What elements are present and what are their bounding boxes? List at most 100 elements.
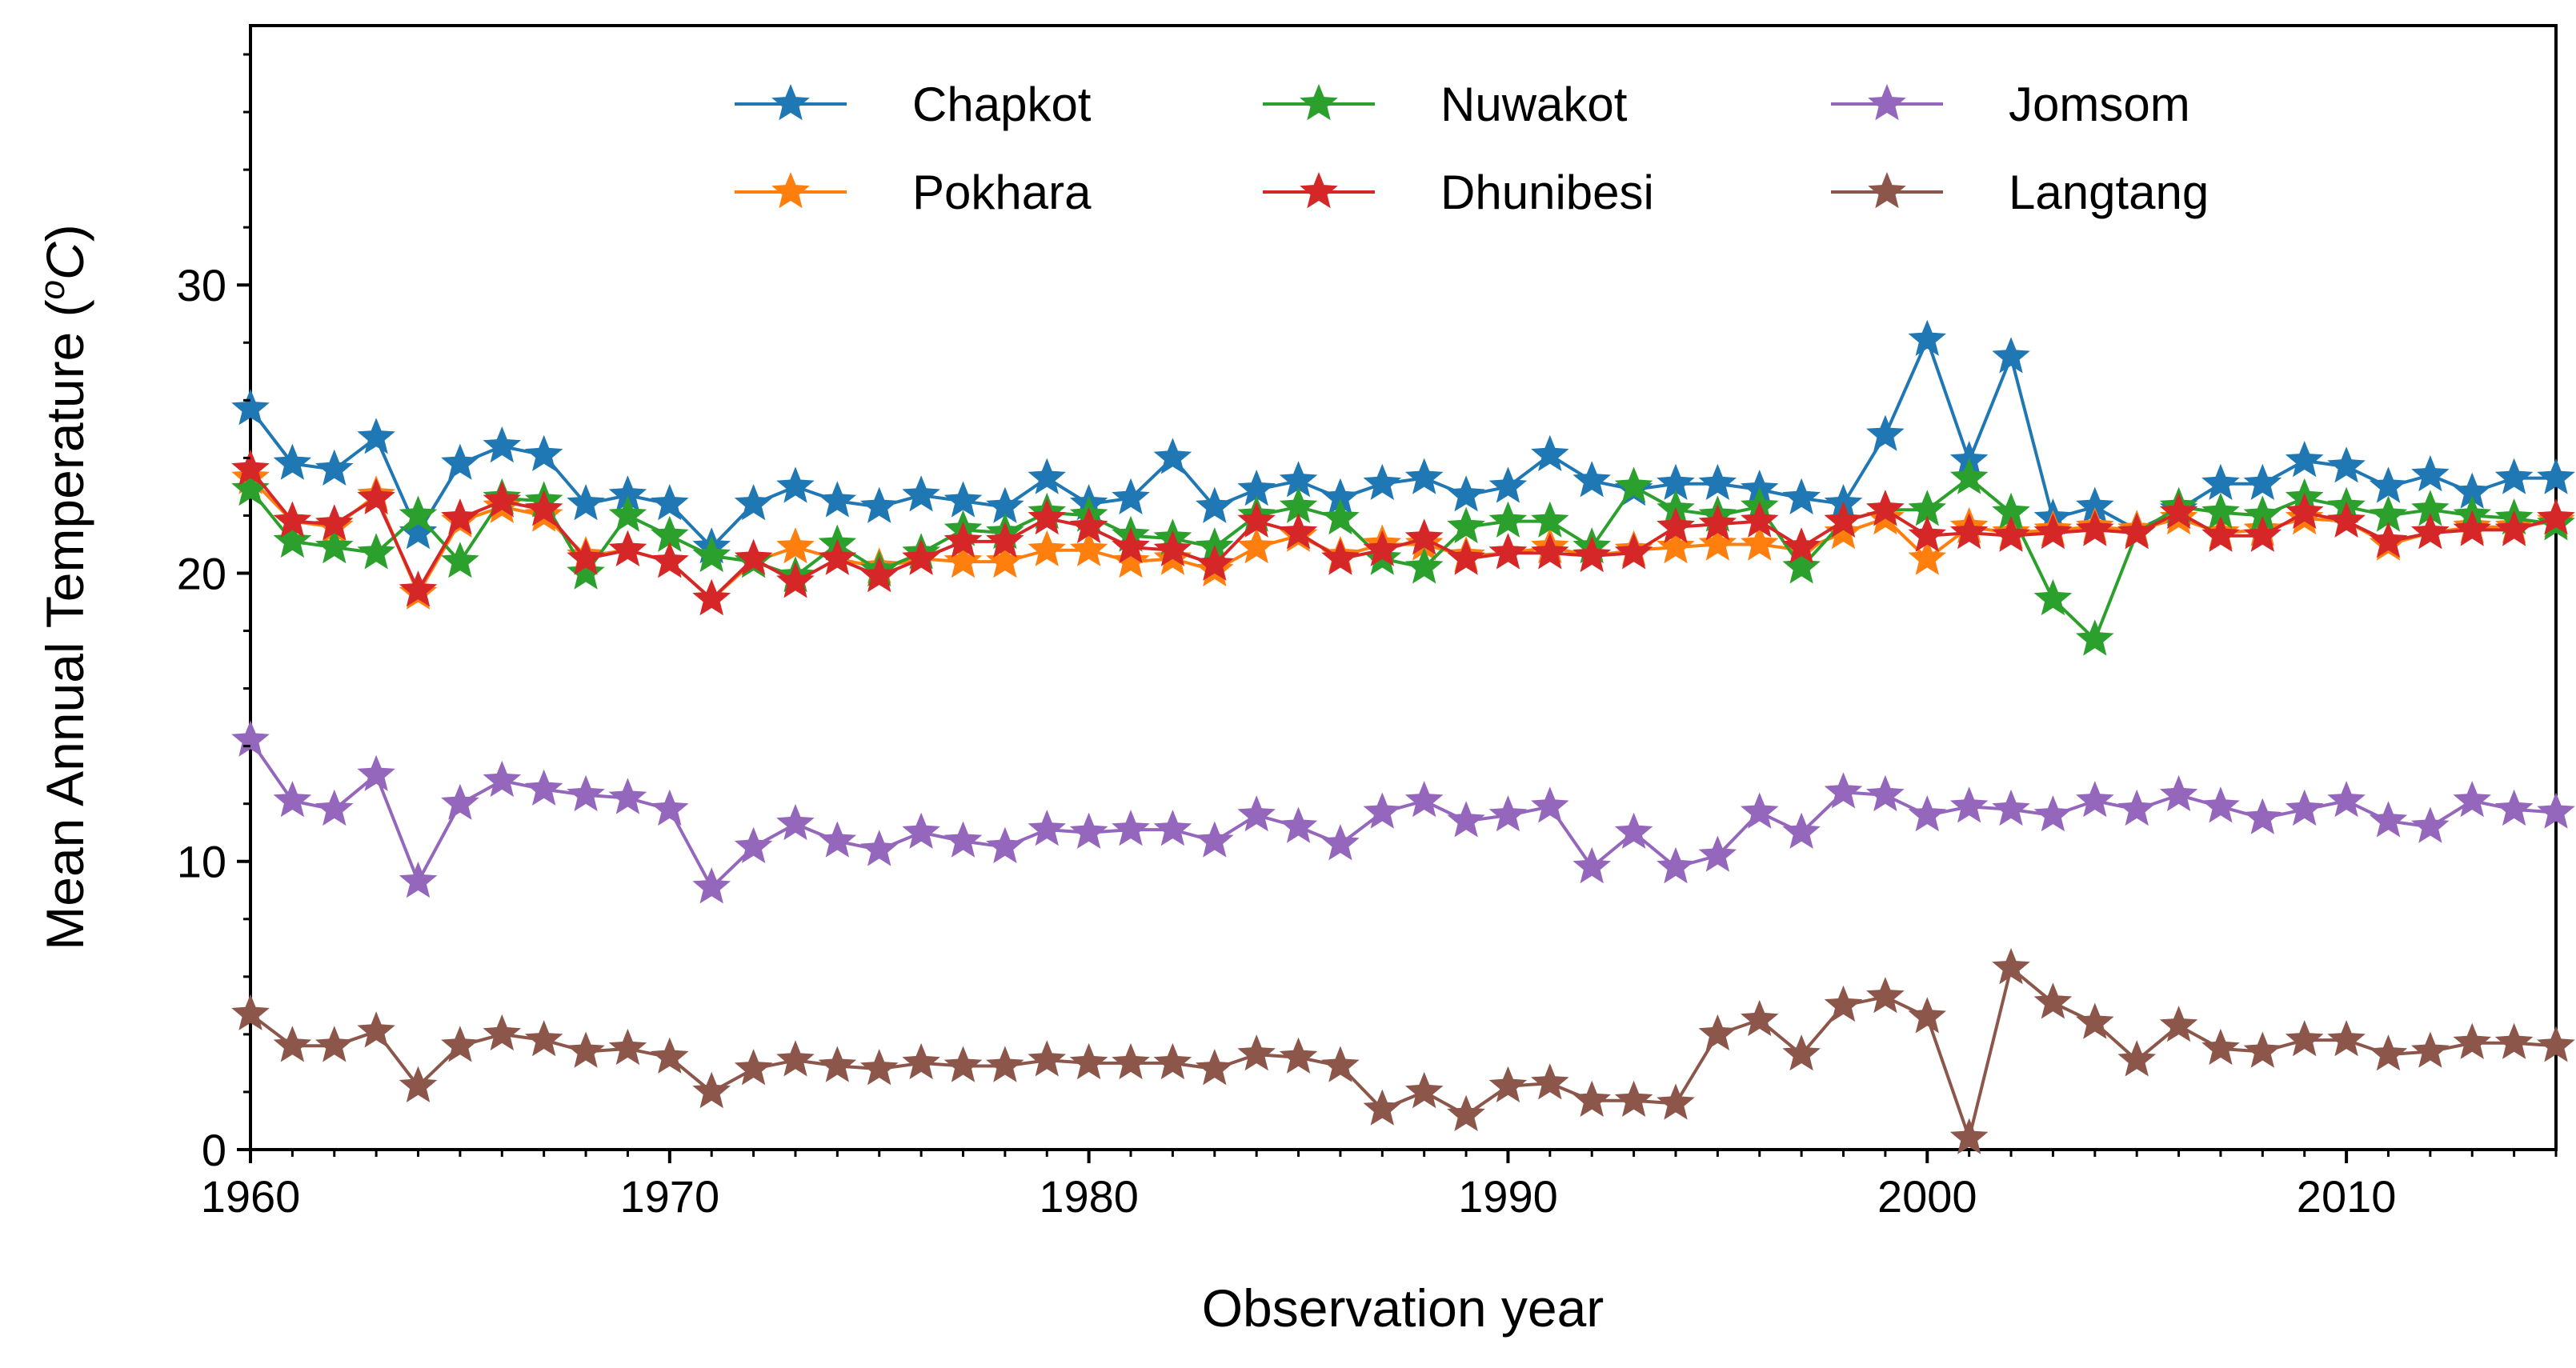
data-point <box>1614 533 1653 570</box>
data-point <box>1824 772 1863 809</box>
data-point <box>1614 466 1653 503</box>
legend-label: Pokhara <box>912 166 1092 219</box>
data-point <box>818 481 857 518</box>
data-point <box>1404 781 1444 818</box>
data-point <box>1908 490 1946 526</box>
data-point <box>2201 1028 2240 1066</box>
data-point <box>2453 1022 2491 1059</box>
data-point <box>1069 1042 1108 1080</box>
data-point <box>986 1046 1024 1082</box>
data-point <box>1531 1063 1569 1100</box>
data-point <box>273 1026 312 1062</box>
data-point <box>357 478 395 514</box>
series-jomsom <box>231 720 2575 904</box>
data-point <box>1741 792 1779 829</box>
data-point <box>567 538 605 575</box>
data-point <box>1279 806 1318 843</box>
x-tick-label: 1980 <box>1039 1171 1139 1222</box>
data-point <box>2285 441 2324 478</box>
data-point <box>1112 810 1150 846</box>
data-point <box>902 1042 940 1080</box>
data-point <box>734 826 773 863</box>
data-point <box>1028 530 1066 566</box>
data-point <box>2243 515 2282 552</box>
data-point <box>1992 492 2030 530</box>
data-point <box>818 821 857 858</box>
data-point <box>2033 982 2073 1019</box>
y-axis-label-text: Mean Annual Temperature ( <box>35 299 94 950</box>
data-point <box>1572 1080 1611 1117</box>
data-point <box>1196 544 1234 581</box>
data-point <box>2411 1031 2450 1068</box>
data-point <box>1028 810 1066 846</box>
data-point <box>1363 792 1402 829</box>
data-point <box>1363 530 1402 566</box>
data-point <box>2537 1026 2575 1062</box>
data-point <box>1698 524 1737 561</box>
data-point <box>608 778 647 814</box>
data-point <box>1404 518 1444 555</box>
data-point <box>357 418 395 454</box>
data-point <box>2494 458 2534 494</box>
data-point <box>1069 506 1108 544</box>
data-point <box>2327 446 2366 483</box>
legend-marker <box>771 84 810 121</box>
data-point <box>1112 527 1150 564</box>
data-point <box>315 449 354 486</box>
data-point <box>567 484 605 521</box>
data-point <box>1866 774 1905 812</box>
data-point <box>315 789 354 826</box>
data-point <box>1028 458 1066 494</box>
data-point <box>902 475 940 512</box>
data-point <box>2243 1031 2282 1068</box>
data-point <box>943 542 983 578</box>
data-point <box>357 533 395 570</box>
data-point <box>1782 1034 1821 1071</box>
data-point <box>1908 997 1946 1034</box>
data-point <box>1196 1049 1234 1086</box>
data-point <box>2076 510 2114 546</box>
data-point <box>1782 812 1821 849</box>
data-point <box>1824 513 1863 550</box>
data-point <box>2494 1022 2534 1059</box>
data-point <box>1698 1014 1737 1051</box>
data-point <box>1657 463 1695 500</box>
data-point <box>860 830 899 866</box>
data-point <box>776 527 815 564</box>
data-point <box>567 774 605 812</box>
data-point <box>231 389 270 426</box>
data-point <box>1657 846 1695 884</box>
data-point <box>1824 985 1863 1022</box>
data-point <box>1949 513 1989 550</box>
data-point <box>2369 801 2408 838</box>
data-point <box>2285 492 2324 530</box>
x-tick-label: 1990 <box>1458 1171 1558 1222</box>
data-point <box>692 578 731 616</box>
data-point <box>2453 510 2491 546</box>
data-point <box>1572 535 1611 573</box>
data-point <box>399 570 438 607</box>
data-point <box>1657 527 1695 564</box>
data-point <box>524 1020 563 1057</box>
y-axis-label: Mean Annual Temperature (oC) <box>33 224 95 950</box>
data-point <box>441 498 479 535</box>
data-point <box>608 530 647 566</box>
data-point <box>2201 515 2240 552</box>
data-point <box>2285 789 2324 826</box>
data-point <box>1824 501 1863 538</box>
data-point <box>524 434 563 471</box>
data-point <box>1992 948 2030 985</box>
data-point <box>1572 461 1611 498</box>
data-point <box>2494 510 2534 546</box>
data-point <box>2411 455 2450 492</box>
x-axis: 1960 1970 1980 1990 2000 2010 <box>201 1150 2558 1222</box>
data-point <box>483 760 522 798</box>
data-point <box>1447 475 1485 512</box>
series-line-langtang <box>249 966 2557 1140</box>
data-point <box>986 826 1024 863</box>
y-tick-label: 0 <box>202 1125 226 1175</box>
plot-frame <box>249 24 2558 1151</box>
data-point <box>1698 835 1737 872</box>
data-point <box>1321 538 1360 575</box>
